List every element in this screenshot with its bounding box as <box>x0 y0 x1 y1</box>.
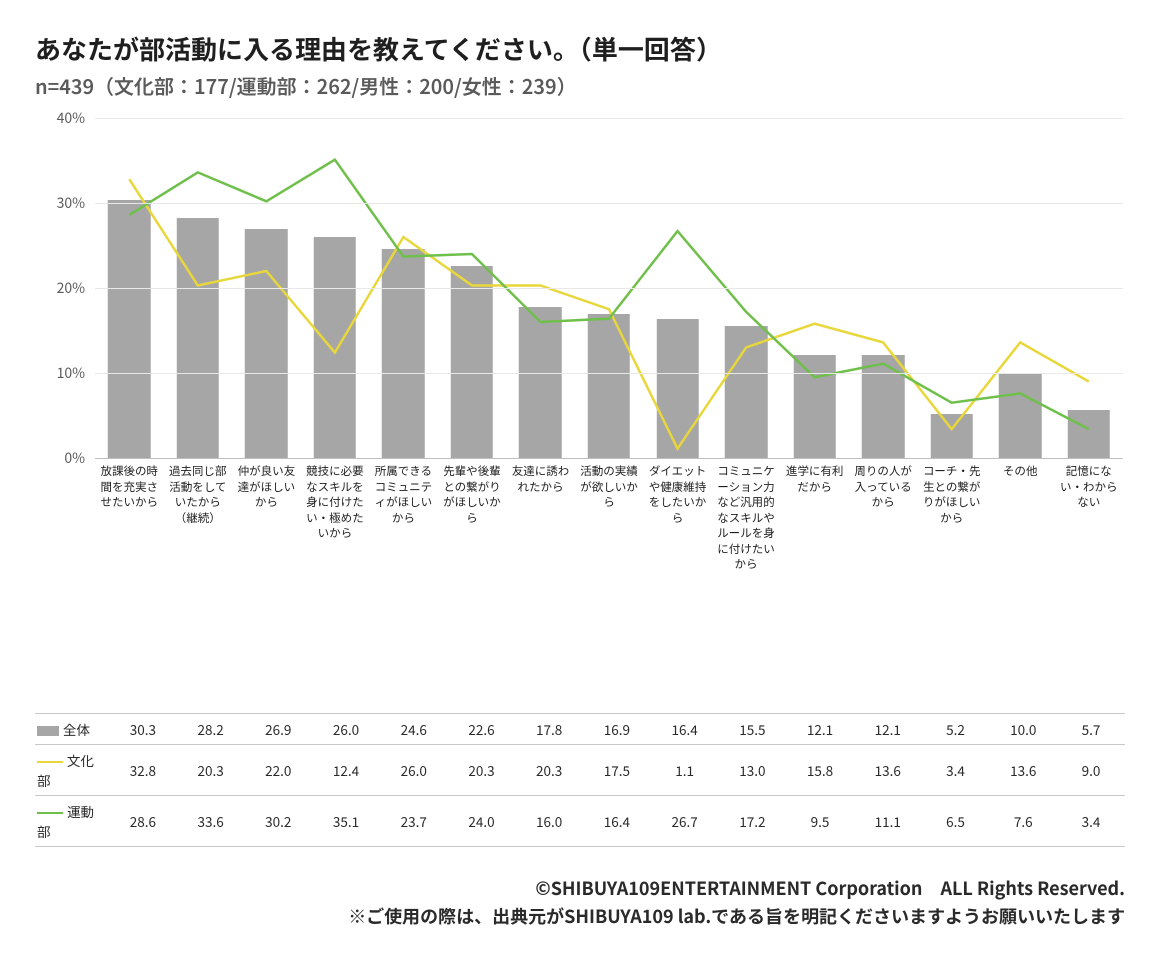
x-label: 先輩や後輩との繋がりがほしいから <box>438 458 507 588</box>
data-cell: 17.5 <box>583 745 651 796</box>
legend-swatch-line <box>37 761 63 763</box>
data-cell: 15.8 <box>786 745 854 796</box>
data-cell: 33.6 <box>177 796 245 847</box>
plot-area <box>95 118 1123 459</box>
grid-line <box>95 203 1123 204</box>
data-cell: 12.1 <box>786 714 854 745</box>
y-tick: 10% <box>35 363 85 383</box>
x-label: コミュニケーション力など汎用的なスキルやルールを身に付けたいから <box>712 458 781 588</box>
data-cell: 5.7 <box>1057 714 1125 745</box>
data-cell: 13.6 <box>989 745 1057 796</box>
x-label: 過去同じ部活動をしていたから（継続） <box>164 458 233 588</box>
legend-swatch-bar <box>37 726 59 736</box>
data-cell: 24.0 <box>448 796 516 847</box>
x-label: ダイエットや健康維持をしたいから <box>643 458 712 588</box>
footer-note: ※ご使用の際は、出典元がSHIBUYA109 lab.である旨を明記くださいます… <box>35 903 1125 931</box>
data-cell: 7.6 <box>989 796 1057 847</box>
y-tick: 0% <box>35 448 85 468</box>
data-cell: 17.8 <box>515 714 583 745</box>
data-cell: 3.4 <box>1057 796 1125 847</box>
x-label: その他 <box>986 458 1055 588</box>
data-cell: 24.6 <box>380 714 448 745</box>
x-label: 競技に必要なスキルを身に付けたい・極めたいから <box>301 458 370 588</box>
data-cell: 26.0 <box>380 745 448 796</box>
legend-label: 運動部 <box>37 801 94 841</box>
data-cell: 20.3 <box>515 745 583 796</box>
x-label: 友達に誘われたから <box>506 458 575 588</box>
legend-label: 文化部 <box>37 750 94 790</box>
data-cell: 20.3 <box>177 745 245 796</box>
y-axis: 0%10%20%30%40% <box>35 118 95 458</box>
y-tick: 20% <box>35 278 85 298</box>
x-label: 周りの人が入っているから <box>849 458 918 588</box>
y-tick: 30% <box>35 193 85 213</box>
data-cell: 16.4 <box>583 796 651 847</box>
data-cell: 3.4 <box>922 745 990 796</box>
data-cell: 11.1 <box>854 796 922 847</box>
legend-cell: 文化部 <box>35 745 109 796</box>
data-cell: 6.5 <box>922 796 990 847</box>
grid-line <box>95 118 1123 119</box>
data-cell: 13.6 <box>854 745 922 796</box>
data-cell: 9.5 <box>786 796 854 847</box>
data-cell: 20.3 <box>448 745 516 796</box>
data-cell: 5.2 <box>922 714 990 745</box>
grid-line <box>95 373 1123 374</box>
footer-copyright: ©SHIBUYA109ENTERTAINMENT Corporation ALL… <box>35 875 1125 903</box>
data-cell: 9.0 <box>1057 745 1125 796</box>
legend-cell: 運動部 <box>35 796 109 847</box>
data-cell: 12.1 <box>854 714 922 745</box>
line-bunka <box>129 179 1088 448</box>
data-cell: 17.2 <box>718 796 786 847</box>
data-cell: 12.4 <box>312 745 380 796</box>
data-cell: 26.7 <box>651 796 719 847</box>
line-undou <box>129 160 1088 429</box>
data-cell: 32.8 <box>109 745 177 796</box>
data-cell: 28.2 <box>177 714 245 745</box>
data-table: 全体30.328.226.926.024.622.617.816.916.415… <box>35 713 1125 847</box>
chart-subtitle: n=439（文化部：177/運動部：262/男性：200/女性：239） <box>35 71 1125 100</box>
x-axis-labels: 放課後の時間を充実させたいから過去同じ部活動をしていたから（継続）仲が良い友達が… <box>95 458 1123 588</box>
data-cell: 22.0 <box>244 745 312 796</box>
data-cell: 16.4 <box>651 714 719 745</box>
data-cell: 35.1 <box>312 796 380 847</box>
data-cell: 16.9 <box>583 714 651 745</box>
data-cell: 15.5 <box>718 714 786 745</box>
data-cell: 13.0 <box>718 745 786 796</box>
chart-title: あなたが部活動に入る理由を教えてください。（単一回答） <box>35 30 1125 67</box>
data-cell: 26.0 <box>312 714 380 745</box>
data-cell: 16.0 <box>515 796 583 847</box>
data-cell: 23.7 <box>380 796 448 847</box>
x-label: 所属できるコミュニティがほしいから <box>369 458 438 588</box>
x-label: 活動の実績が欲しいから <box>575 458 644 588</box>
legend-label: 全体 <box>63 719 90 739</box>
data-cell: 28.6 <box>109 796 177 847</box>
data-cell: 1.1 <box>651 745 719 796</box>
grid-line <box>95 288 1123 289</box>
x-label: 仲が良い友達がほしいから <box>232 458 301 588</box>
data-cell: 30.2 <box>244 796 312 847</box>
chart-area: 0%10%20%30%40% 放課後の時間を充実させたいから過去同じ部活動をして… <box>35 118 1125 558</box>
data-cell: 30.3 <box>109 714 177 745</box>
x-label: 記憶にない・わからない <box>1054 458 1123 588</box>
footer: ©SHIBUYA109ENTERTAINMENT Corporation ALL… <box>35 875 1125 931</box>
x-label: 進学に有利だから <box>780 458 849 588</box>
data-cell: 10.0 <box>989 714 1057 745</box>
data-cell: 26.9 <box>244 714 312 745</box>
x-label: 放課後の時間を充実させたいから <box>95 458 164 588</box>
legend-swatch-line <box>37 812 63 814</box>
x-label: コーチ・先生との繋がりがほしいから <box>917 458 986 588</box>
y-tick: 40% <box>35 108 85 128</box>
legend-cell: 全体 <box>35 714 109 745</box>
data-cell: 22.6 <box>448 714 516 745</box>
